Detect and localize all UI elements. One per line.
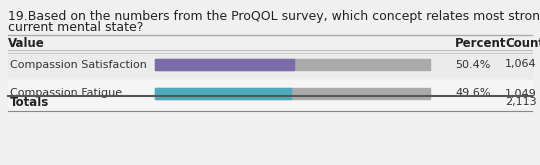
Text: 49.6%: 49.6% <box>455 88 490 99</box>
Text: 50.4%: 50.4% <box>455 60 490 69</box>
Text: Compassion Fatigue: Compassion Fatigue <box>10 88 122 99</box>
Text: 1,064: 1,064 <box>505 60 537 69</box>
Bar <box>155 59 430 70</box>
Bar <box>155 59 294 70</box>
Text: Compassion Satisfaction: Compassion Satisfaction <box>10 60 147 69</box>
Text: Count: Count <box>505 37 540 50</box>
Bar <box>155 88 430 99</box>
Text: Totals: Totals <box>10 96 49 109</box>
Bar <box>8 80 532 107</box>
Text: 2,113: 2,113 <box>505 97 537 107</box>
Text: current mental state?: current mental state? <box>8 21 144 34</box>
Text: Value: Value <box>8 37 45 50</box>
Text: 1,049: 1,049 <box>505 88 537 99</box>
Bar <box>8 51 532 78</box>
Text: Percent: Percent <box>455 37 507 50</box>
Bar <box>155 88 292 99</box>
Text: 19.Based on the numbers from the ProQOL survey, which concept relates most stron: 19.Based on the numbers from the ProQOL … <box>8 10 540 23</box>
